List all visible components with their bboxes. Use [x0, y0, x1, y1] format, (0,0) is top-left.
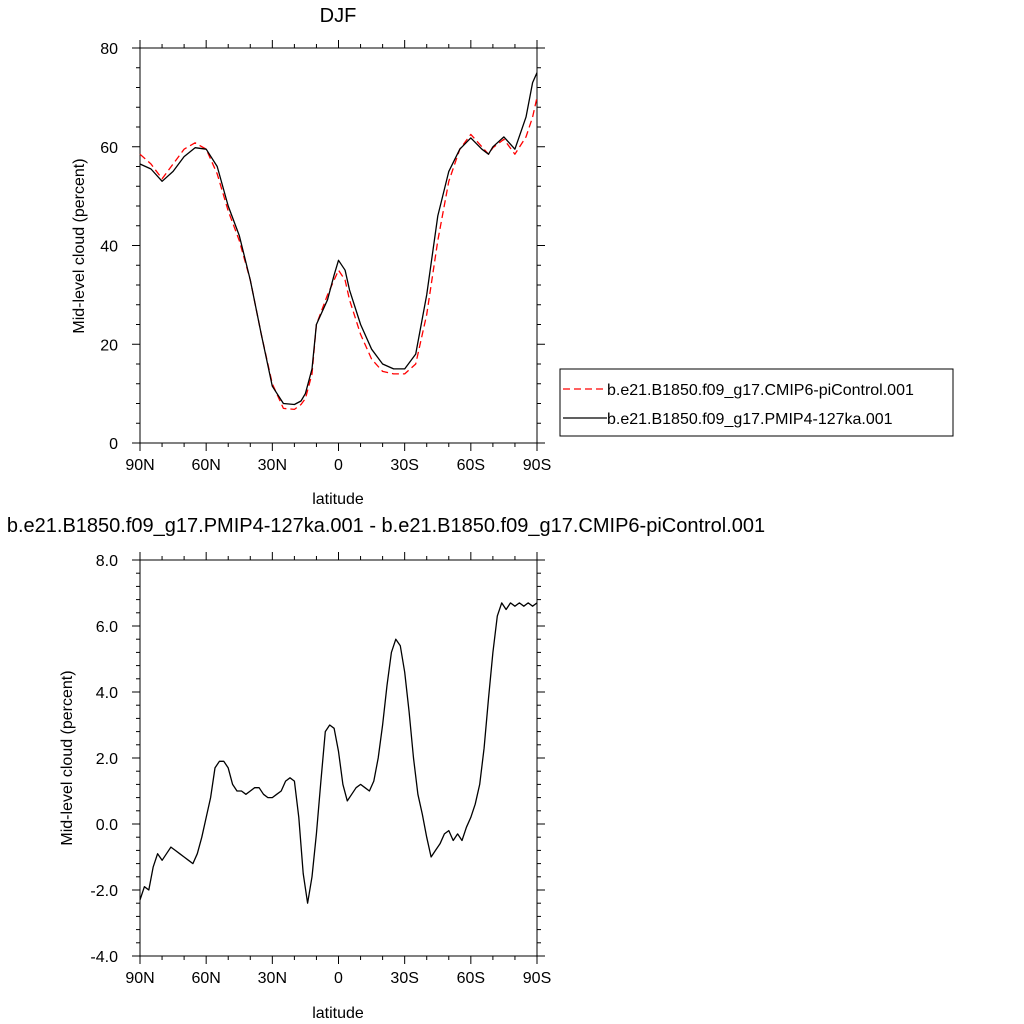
series-line-0 — [139, 97, 538, 411]
x-tick-label: 60N — [191, 457, 220, 474]
bottom-plot-frame — [139, 559, 538, 957]
top-plot-frame — [139, 47, 538, 444]
x-tick-label: 90S — [523, 970, 551, 987]
x-tick-label: 30S — [390, 970, 418, 987]
bottom-axis-ticks — [132, 552, 545, 964]
y-tick-label: -2.0 — [90, 883, 118, 900]
x-tick-label: 30N — [258, 970, 287, 987]
y-tick-label: 20 — [100, 337, 118, 354]
y-tick-label: -4.0 — [90, 949, 118, 966]
x-tick-label: 60N — [191, 970, 220, 987]
bottom-y-tick-labels: -4.0 -2.0 0.0 2.0 4.0 6.0 8.0 — [90, 553, 118, 966]
legend: b.e21.B1850.f09_g17.CMIP6-piControl.001 … — [559, 368, 954, 437]
bottom-series-lines — [139, 602, 538, 904]
x-tick-label: 0 — [334, 457, 343, 474]
y-tick-label: 60 — [100, 140, 118, 157]
y-tick-label: 80 — [100, 41, 118, 58]
x-tick-label: 30S — [390, 457, 418, 474]
x-tick-label: 0 — [334, 970, 343, 987]
bottom-x-tick-labels: 90N 60N 30N 0 30S 60S 90S — [125, 970, 551, 987]
top-y-tick-labels: 0 20 40 60 80 — [100, 41, 118, 453]
y-tick-label: 4.0 — [96, 685, 118, 702]
x-tick-label: 90N — [125, 457, 154, 474]
top-x-tick-labels: 90N 60N 30N 0 30S 60S 90S — [125, 457, 551, 474]
legend-label-127ka: b.e21.B1850.f09_g17.PMIP4-127ka.001 — [607, 411, 893, 428]
bottom-y-axis-label: Mid-level cloud (percent) — [59, 670, 76, 845]
y-tick-label: 6.0 — [96, 619, 118, 636]
legend-box — [559, 368, 954, 437]
top-series-lines — [139, 72, 538, 411]
top-chart-title: DJF — [320, 5, 357, 27]
x-tick-label: 60S — [457, 970, 485, 987]
y-tick-label: 8.0 — [96, 553, 118, 570]
y-tick-label: 40 — [100, 239, 118, 256]
y-tick-label: 0.0 — [96, 817, 118, 834]
series-line-0 — [139, 602, 538, 904]
bottom-x-axis-label: latitude — [312, 1005, 364, 1022]
bottom-chart: b.e21.B1850.f09_g17.PMIP4-127ka.001 - b.… — [7, 515, 765, 1022]
top-y-axis-label: Mid-level cloud (percent) — [71, 158, 88, 333]
legend-label-picontrol: b.e21.B1850.f09_g17.CMIP6-piControl.001 — [607, 382, 914, 399]
x-tick-label: 30N — [258, 457, 287, 474]
top-x-axis-label: latitude — [312, 491, 364, 508]
top-chart: DJF 90N 60N 30N 0 30S 60S 90S 0 20 40 60 80 latitu… — [71, 5, 551, 508]
x-tick-label: 60S — [457, 457, 485, 474]
top-axis-ticks — [132, 40, 545, 451]
x-tick-label: 90S — [523, 457, 551, 474]
y-tick-label: 2.0 — [96, 751, 118, 768]
x-tick-label: 90N — [125, 970, 154, 987]
y-tick-label: 0 — [109, 436, 118, 453]
series-line-1 — [139, 72, 538, 406]
bottom-chart-title: b.e21.B1850.f09_g17.PMIP4-127ka.001 - b.… — [7, 515, 765, 537]
